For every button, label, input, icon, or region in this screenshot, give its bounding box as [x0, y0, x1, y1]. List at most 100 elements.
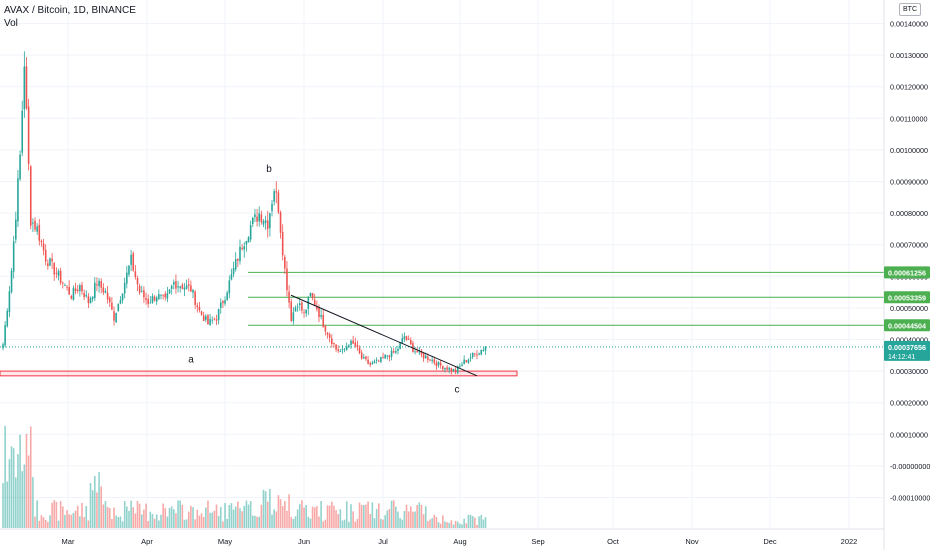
price-axis[interactable]: 0.00140000 0.00130000 0.00120000 0.00110000… — [883, 0, 930, 550]
candle-body-153 — [328, 334, 331, 338]
volume-bar-38 — [83, 517, 85, 528]
volume-bar-87 — [187, 511, 190, 528]
candle-body-70 — [151, 295, 154, 303]
candle-body-167 — [358, 347, 361, 354]
candle-body-123 — [264, 220, 267, 223]
candle-body-23 — [51, 258, 53, 262]
candle-body-51 — [111, 302, 113, 310]
candle-body-39 — [85, 294, 88, 297]
volume-bar-11 — [25, 433, 28, 528]
candle-body-38 — [83, 292, 85, 298]
candle-body-118 — [254, 214, 256, 218]
volume-bar-29 — [64, 514, 66, 528]
candle-body-151 — [324, 326, 327, 332]
candle-body-179 — [384, 354, 386, 359]
time-tick-label: 2022 — [841, 537, 858, 546]
volume-bar-72 — [155, 514, 158, 528]
candle-body-214 — [459, 365, 461, 367]
candle-body-56 — [121, 293, 124, 301]
price-tick-label: 0.00130000 — [890, 51, 928, 60]
volume-bar-147 — [316, 506, 318, 528]
volume-bar-151 — [324, 519, 327, 528]
volume-bar-68 — [147, 521, 149, 528]
candle-body-16 — [36, 226, 38, 232]
volume-bar-223 — [478, 516, 480, 528]
time-axis[interactable]: Mar Apr May Jun Jul Aug Sep Oct Nov Dec 2022 — [0, 528, 884, 546]
volume-bar-51 — [111, 519, 113, 528]
volume-bar-53 — [115, 515, 117, 528]
volume-bar-24 — [53, 500, 56, 528]
candle-body-178 — [382, 356, 384, 358]
volume-bar-22 — [49, 515, 51, 528]
volume-bar-206 — [442, 515, 444, 528]
volume-indicator-label[interactable]: Vol — [4, 18, 18, 29]
volume-bar-42 — [91, 490, 94, 528]
candle-body-62 — [134, 271, 137, 278]
candle-body-90 — [194, 291, 196, 305]
volume-bar-180 — [386, 510, 389, 528]
candle-body-170 — [365, 356, 367, 360]
volume-bar-110 — [237, 501, 239, 528]
candle-body-210 — [450, 368, 453, 372]
candle-body-67 — [145, 298, 147, 300]
candle-body-133 — [286, 268, 288, 291]
candle-body-85 — [183, 287, 186, 290]
candle-body-119 — [256, 216, 258, 222]
candle-body-147 — [316, 306, 318, 310]
volume-bar-193 — [414, 511, 416, 528]
level-badge-label-1: 0.00053359 — [888, 293, 926, 302]
candle-body-36 — [79, 285, 81, 292]
candle-body-161 — [345, 346, 348, 350]
time-tick-label: Apr — [141, 537, 153, 546]
volume-bar-202 — [433, 514, 436, 528]
candle-body-160 — [343, 348, 346, 350]
candle-body-191 — [409, 340, 412, 345]
level-badge-label-0: 0.00061256 — [888, 268, 926, 277]
volume-bar-133 — [286, 510, 288, 528]
volume-bar-173 — [371, 502, 374, 528]
volume-bar-112 — [241, 511, 243, 528]
horizontal-levels[interactable] — [0, 271, 884, 348]
time-tick-label: Jul — [378, 537, 388, 546]
candle-body-155 — [333, 342, 335, 345]
volume-bar-117 — [251, 515, 254, 528]
candle-body-66 — [143, 290, 145, 298]
volume-bar-39 — [85, 505, 88, 528]
volume-bar-140 — [301, 500, 303, 528]
candle-body-116 — [249, 225, 252, 240]
candle-body-139 — [298, 303, 301, 306]
volume-bar-32 — [70, 514, 73, 528]
support-zone[interactable] — [0, 370, 518, 377]
candle-body-18 — [40, 240, 43, 243]
volume-bar-163 — [350, 504, 352, 528]
volume-bar-97 — [209, 512, 211, 528]
volume-bar-19 — [42, 517, 45, 528]
volume-bar-191 — [409, 506, 412, 528]
volume-bar-113 — [243, 505, 246, 528]
candle-body-154 — [330, 338, 333, 345]
candle-body-4 — [10, 270, 13, 293]
volume-bar-89 — [192, 507, 194, 528]
candle-body-134 — [288, 291, 290, 303]
volume-bar-15 — [34, 516, 36, 528]
volume-bar-139 — [298, 504, 301, 528]
candle-body-22 — [49, 258, 51, 266]
symbol-title[interactable]: AVAX / Bitcoin, 1D, BINANCE — [4, 5, 136, 16]
candle-body-31 — [68, 287, 70, 295]
volume-bar-100 — [215, 504, 218, 528]
drawing-overlays[interactable] — [290, 294, 478, 377]
candle-body-113 — [243, 246, 246, 250]
volume-bar-115 — [247, 504, 250, 528]
volume-bar-61 — [132, 507, 135, 528]
volume-bar-211 — [452, 524, 455, 528]
currency-label[interactable]: BTC — [899, 3, 921, 16]
candle-body-166 — [356, 344, 359, 348]
candle-body-91 — [196, 305, 199, 307]
price-tick-label: -0.00000000 — [890, 462, 930, 471]
volume-bar-175 — [375, 509, 378, 528]
chart-legend: AVAX / Bitcoin, 1D, BINANCE Vol — [4, 4, 136, 30]
volume-bar-8 — [19, 434, 21, 528]
candle-body-94 — [202, 315, 205, 322]
candle-body-50 — [108, 297, 111, 303]
